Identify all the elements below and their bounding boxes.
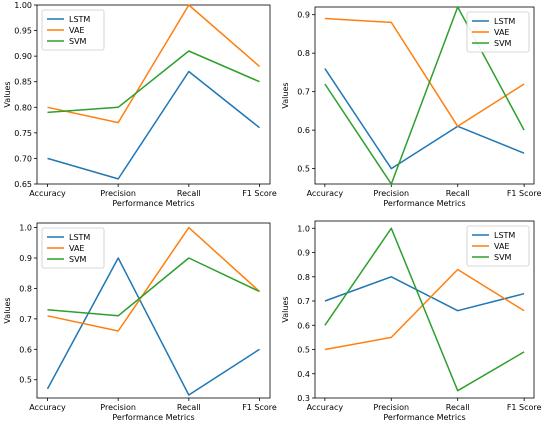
x-tick-label: F1 Score bbox=[242, 403, 277, 412]
y-axis-label: Values bbox=[3, 297, 12, 323]
legend-label-vae: VAE bbox=[494, 28, 510, 37]
legend-label-lstm: LSTM bbox=[494, 17, 515, 26]
legend-box bbox=[466, 225, 530, 267]
x-axis-label: Performance Metrics bbox=[112, 413, 194, 422]
series-line-svm bbox=[324, 227, 525, 392]
y-axis-label: Values bbox=[281, 82, 290, 108]
y-tick-label: 0.90 bbox=[14, 52, 32, 61]
x-tick-label: Precision bbox=[373, 189, 409, 198]
y-tick-label: 0.7 bbox=[297, 88, 310, 97]
plot-frame bbox=[36, 222, 271, 399]
chart-panel-1: 0.65 0.70 0.75 0.80 0.85 0.90 0.95 1.00 Accuracy… bbox=[3, 1, 277, 208]
legend-label-svm: SVM bbox=[494, 253, 512, 262]
legend-label-vae: VAE bbox=[494, 242, 510, 251]
legend-box bbox=[41, 227, 105, 269]
legend: LSTM VAE SVM bbox=[466, 11, 530, 53]
x-tick-label: Accuracy bbox=[307, 403, 344, 412]
y-tick-label: 0.6 bbox=[297, 321, 310, 330]
y-tick-label: 0.9 bbox=[19, 254, 32, 263]
series-line-svm bbox=[47, 257, 260, 317]
series-line-lstm bbox=[324, 276, 525, 312]
plot-frame bbox=[36, 4, 271, 185]
y-tick-label: 1.0 bbox=[19, 224, 32, 233]
series-line-lstm bbox=[324, 68, 525, 170]
legend-label-svm: SVM bbox=[69, 255, 87, 264]
legend-label-lstm: LSTM bbox=[69, 15, 90, 24]
x-tick-label: Recall bbox=[446, 403, 470, 412]
legend-label-svm: SVM bbox=[494, 39, 512, 48]
x-axis-label: Performance Metrics bbox=[383, 199, 465, 208]
y-tick-label: 0.65 bbox=[14, 180, 32, 189]
y-tick-label: 0.9 bbox=[297, 249, 310, 258]
y-tick-label: 0.75 bbox=[14, 129, 32, 138]
series-line-svm bbox=[324, 6, 525, 185]
chart-panel-3: 0.5 0.6 0.7 0.8 0.9 1.0 Accuracy Precision Recal… bbox=[3, 222, 277, 422]
series-line-lstm bbox=[47, 70, 260, 180]
x-axis-label: Performance Metrics bbox=[112, 199, 194, 208]
plot-frame bbox=[314, 6, 535, 185]
y-tick-label: 0.9 bbox=[297, 11, 310, 20]
y-tick-label: 0.5 bbox=[297, 165, 310, 174]
y-tick-label: 0.6 bbox=[297, 126, 310, 135]
chart-panel-4: 0.3 0.4 0.5 0.6 0.7 0.8 0.9 1.0 Accuracy Precisio… bbox=[281, 220, 542, 422]
x-tick-label: Precision bbox=[100, 189, 136, 198]
x-tick-label: Accuracy bbox=[307, 189, 344, 198]
series-line-vae bbox=[47, 226, 261, 332]
y-tick-label: 0.7 bbox=[19, 315, 32, 324]
y-tick-label: 0.85 bbox=[14, 78, 32, 87]
chart-panel-2: 0.5 0.6 0.7 0.8 0.9 Accuracy Precision Recall F1… bbox=[281, 6, 542, 208]
series-line-vae bbox=[324, 17, 525, 128]
plot-frame bbox=[314, 220, 535, 399]
legend-label-vae: VAE bbox=[69, 26, 85, 35]
x-tick-label: Recall bbox=[177, 189, 201, 198]
x-tick-label: F1 Score bbox=[242, 189, 277, 198]
x-axis-label: Performance Metrics bbox=[383, 413, 465, 422]
x-tick-label: F1 Score bbox=[507, 189, 542, 198]
y-tick-label: 1.0 bbox=[297, 224, 310, 233]
y-tick-label: 0.6 bbox=[19, 345, 32, 354]
y-tick-label: 0.8 bbox=[297, 273, 310, 282]
legend-label-lstm: LSTM bbox=[494, 231, 515, 240]
y-tick-label: 0.8 bbox=[19, 284, 32, 293]
x-tick-label: Accuracy bbox=[29, 403, 66, 412]
y-tick-label: 0.5 bbox=[19, 376, 32, 385]
legend: LSTM VAE SVM bbox=[41, 9, 105, 51]
y-tick-label: 0.4 bbox=[297, 370, 310, 379]
x-tick-label: F1 Score bbox=[507, 403, 542, 412]
y-tick-label: 0.80 bbox=[14, 103, 32, 112]
x-tick-label: Precision bbox=[100, 403, 136, 412]
x-tick-label: Accuracy bbox=[29, 189, 66, 198]
series-line-vae bbox=[324, 268, 525, 351]
legend-box bbox=[41, 9, 105, 51]
y-tick-label: 0.7 bbox=[297, 297, 310, 306]
y-axis-label: Values bbox=[281, 296, 290, 322]
y-tick-label: 0.8 bbox=[297, 49, 310, 58]
y-tick-label: 0.3 bbox=[297, 394, 310, 403]
y-tick-label: 0.70 bbox=[14, 154, 32, 163]
x-tick-label: Recall bbox=[177, 403, 201, 412]
series-line-svm bbox=[47, 50, 260, 114]
legend-box bbox=[466, 11, 530, 53]
legend: LSTM VAE SVM bbox=[466, 225, 530, 267]
y-tick-label: 0.5 bbox=[297, 346, 310, 355]
x-tick-label: Precision bbox=[373, 403, 409, 412]
x-tick-label: Recall bbox=[446, 189, 470, 198]
legend: LSTM VAE SVM bbox=[41, 227, 105, 269]
legend-label-lstm: LSTM bbox=[69, 233, 90, 242]
legend-label-svm: SVM bbox=[69, 37, 87, 46]
y-axis-label: Values bbox=[3, 81, 12, 107]
series-line-vae bbox=[47, 4, 260, 124]
y-tick-label: 0.95 bbox=[14, 27, 32, 36]
legend-label-vae: VAE bbox=[69, 244, 85, 253]
y-tick-label: 1.00 bbox=[14, 1, 32, 10]
